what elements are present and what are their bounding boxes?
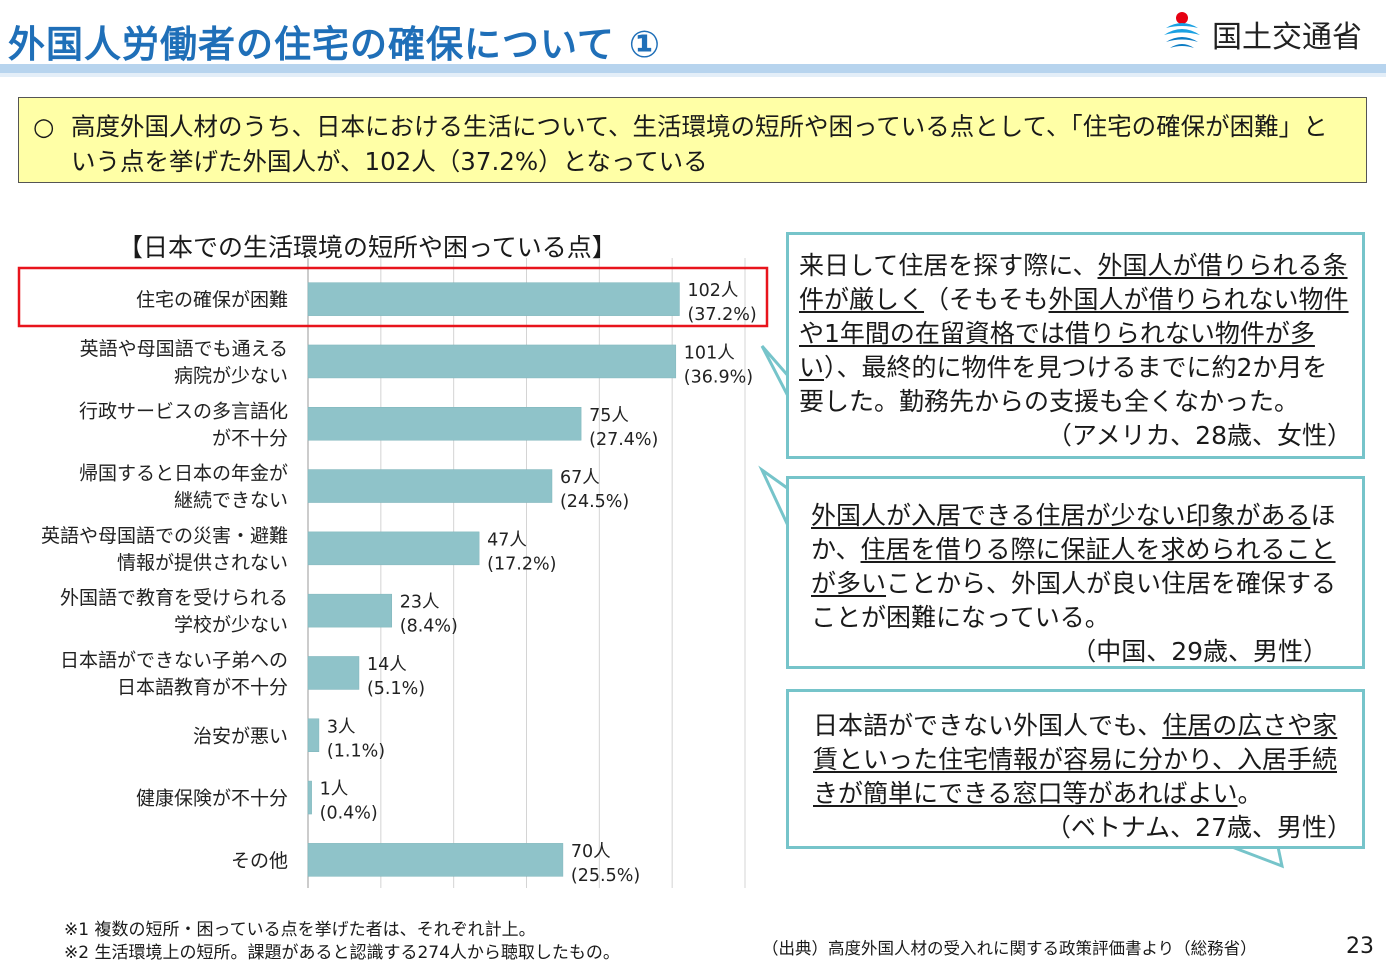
bar [307,780,312,815]
count-label: 23人 [400,593,440,613]
footnote-2: ※2 生活環境上の短所。課題があると認識する274人から聴取したもの。 [64,943,620,963]
highlight-frame [17,266,769,328]
summary-text: 高度外国人材のうち、日本における生活について、生活環境の短所や困っている点として… [71,112,1328,176]
category-label: その他 [231,850,288,872]
count-label: 102人 [687,281,738,301]
category-label: 外国語で教育を受けられる学校が少ない [60,587,288,636]
percent-label: (8.4%) [400,617,458,637]
percent-label: (24.5%) [560,492,629,512]
summary-box: ○ 高度外国人材のうち、日本における生活について、生活環境の短所や困っている点と… [18,97,1367,183]
quote-segment: （そもそも [924,285,1049,314]
count-label: 101人 [684,343,735,363]
bar [307,344,677,379]
quote-segment: 住居を借りる際に保証人を求められることが多い [811,535,1336,598]
count-label: 1人 [320,780,349,800]
quote-segment: ことから、外国人が良い住居を確保することが困難になっている。 [811,569,1337,632]
chart-title: 【日本での生活環境の短所や困っている点】 [118,233,617,262]
percent-label: (17.2%) [487,554,556,574]
category-label: 英語や母国語での災害・避難情報が提供されない [41,525,288,574]
quote-callout-usa: 来日して住居を探す際に、外国人が借りられる条件が厳しく（そもそも外国人が借りられ… [786,232,1365,459]
quote-attribution-usa: （アメリカ、28歳、女性） [1046,421,1352,450]
bar [307,843,564,877]
ministry-logo: 国土交通省 [1160,8,1386,55]
quote-segment: 。 [1237,779,1263,808]
category-label: 住宅の確保が困難 [136,289,288,311]
footnote-1: ※1 複数の短所・困っている点を挙げた者は、それぞれ計上。 [64,920,536,940]
bar [307,593,393,628]
quote-attribution-china: （中国、29歳、男性） [1071,637,1328,666]
quote-segment: ほか、 [811,501,1336,564]
mlit-logo-icon [1164,12,1200,48]
bar [307,407,582,441]
quote-text-china: 外国人が入居できる住居が少ない印象があるほか、住居を借りる際に保証人を求められる… [811,499,1352,635]
summary-bullet: ○ [33,112,55,141]
percent-label: (36.9%) [684,367,753,387]
category-label: 日本語ができない子弟への日本語教育が不十分 [60,649,288,698]
category-label: 治安が悪い [193,725,288,747]
quote-text-usa: 来日して住居を探す際に、外国人が借りられる条件が厳しく（そもそも外国人が借りられ… [799,251,1349,416]
count-label: 3人 [327,717,356,737]
percent-label: (25.5%) [571,866,640,886]
page-number: 23 [1346,934,1374,959]
category-label: 帰国すると日本の年金が継続できない [79,463,288,512]
percent-label: (5.1%) [367,679,425,699]
ministry-name: 国土交通省 [1212,20,1362,55]
title-underline-light [0,73,1386,77]
count-label: 67人 [560,468,600,488]
percent-label: (37.2%) [687,305,756,325]
callout-tail [1231,845,1285,869]
quote-callout-china: 外国人が入居できる住居が少ない印象があるほか、住居を借りる際に保証人を求められる… [786,476,1365,669]
count-label: 14人 [367,655,407,675]
bar [307,282,680,316]
bar [307,531,480,566]
page-title: 外国人労働者の住宅の確保について ① [8,23,662,66]
quote-segment: ）、最終的に物件を見つけるまでに約2か月を要した。勤務先からの支援も全くなかった… [799,353,1328,416]
bar [307,656,360,690]
quote-attribution-vietnam: （ベトナム、27歳、男性） [1045,813,1352,842]
count-label: 70人 [571,842,611,862]
count-label: 47人 [487,530,527,550]
quote-callout-vietnam: 日本語ができない外国人でも、住居の広さや家賃といった住宅情報が容易に分かり、入居… [786,689,1365,849]
percent-label: (0.4%) [320,804,378,824]
quote-segment: 来日して住居を探す際に、 [799,251,1098,280]
percent-label: (1.1%) [327,741,385,761]
percent-label: (27.4%) [589,430,658,450]
source-citation: （出典）高度外国人材の受入れに関する政策評価書より（総務省） [762,939,1257,958]
category-label: 行政サービスの多言語化が不十分 [79,400,288,449]
quote-segment: 外国人が借りられる条件が厳しく [799,251,1348,314]
quote-segment: 住居の広さや家賃といった住宅情報が容易に分かり、入居手続きが簡単にできる窓口等が… [813,711,1338,808]
quote-segment: 外国人が借りられない物件や1年間の在留資格では借りられない物件が多い [799,285,1349,382]
category-label: 英語や母国語でも通える病院が少ない [80,338,288,387]
bar-chart: 住宅の確保が困難 102人 (37.2%) 英語や母国語でも通える病院が少ない 101人… [17,258,769,888]
bar [307,718,320,752]
quote-segment: 外国人が入居できる住居が少ない印象がある [811,501,1311,530]
quote-text-vietnam: 日本語ができない外国人でも、住居の広さや家賃といった住宅情報が容易に分かり、入居… [813,711,1337,808]
bar [307,469,553,503]
quote-segment: 日本語ができない外国人でも、 [813,711,1163,740]
category-label: 健康保険が不十分 [136,788,288,810]
count-label: 75人 [589,406,629,426]
title-underline [0,64,1386,73]
